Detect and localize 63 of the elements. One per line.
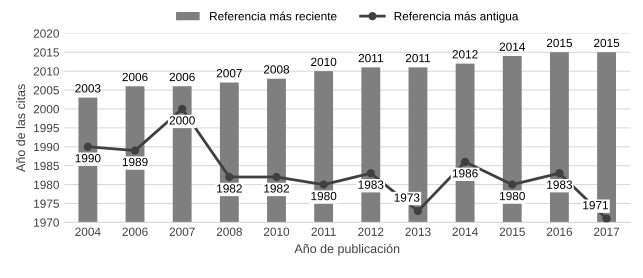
point [272, 172, 281, 182]
point [84, 142, 92, 151]
point [366, 169, 375, 178]
point [319, 180, 328, 189]
x-tick-label: 2017 [594, 228, 620, 236]
data-label: 1990 [76, 154, 101, 162]
x-tick-label: 2008 [216, 228, 242, 236]
data-label: 2008 [264, 65, 290, 74]
data-label: 1980 [311, 192, 336, 200]
point [508, 180, 516, 189]
data-label: 1983 [358, 180, 384, 189]
y-tick-label: 2015 [34, 48, 59, 57]
data-label: 2011 [406, 54, 430, 62]
data-label: 2011 [358, 54, 383, 62]
y-tick-label: 2005 [34, 86, 59, 94]
y-axis-title: Año de las citas [16, 84, 26, 172]
y-tick-label: 2010 [34, 67, 59, 76]
data-label: 1986 [452, 169, 478, 178]
legend-label: Referencia más antigua [394, 12, 518, 23]
y-tick-label: 2000 [34, 105, 59, 114]
x-tick-label: 2013 [405, 228, 431, 236]
y-tick-label: 1975 [34, 200, 59, 208]
x-tick-label: 2007 [170, 228, 195, 236]
data-label: 2010 [311, 58, 336, 66]
data-label: 2006 [170, 72, 195, 82]
point [414, 206, 422, 216]
data-label: 1971 [583, 200, 608, 210]
data-label: 2015 [594, 38, 620, 48]
data-label: 2014 [500, 42, 526, 51]
point [130, 146, 140, 155]
data-label: 2012 [452, 50, 478, 58]
legend-label: Referencia más reciente [210, 12, 337, 20]
data-label: 1982 [264, 184, 290, 193]
y-tick-label: 1990 [34, 142, 59, 152]
point [555, 169, 564, 178]
x-tick-label: 2010 [264, 228, 290, 236]
x-tick-label: 2011 [312, 228, 336, 236]
x-axis-title: Año de publicación [294, 244, 400, 256]
data-label: 1980 [500, 192, 525, 200]
x-tick-label: 2016 [546, 228, 572, 236]
data-label: 1973 [394, 193, 420, 202]
data-label: 1983 [547, 180, 572, 189]
data-label: 2000 [170, 116, 195, 125]
y-tick-label: 1995 [34, 124, 59, 132]
y-tick-label: 1985 [34, 162, 59, 170]
x-tick-label: 2004 [75, 228, 101, 236]
data-label: 2003 [75, 84, 100, 93]
x-tick-label: 2015 [500, 228, 525, 236]
point [460, 158, 470, 166]
data-label: 1982 [217, 184, 242, 193]
data-label: 2015 [546, 38, 572, 48]
data-label: 1989 [122, 158, 148, 166]
x-tick-label: 2012 [358, 228, 384, 236]
y-tick-label: 2020 [34, 29, 59, 38]
data-label: 2007 [216, 69, 242, 78]
x-tick-label: 2006 [122, 228, 148, 236]
point [178, 104, 186, 114]
y-tick-label: 1980 [34, 180, 59, 189]
y-tick-label: 1970 [34, 218, 59, 227]
x-tick-label: 2014 [452, 228, 478, 236]
point [602, 214, 611, 222]
point [225, 172, 234, 182]
data-label: 2006 [122, 72, 148, 82]
